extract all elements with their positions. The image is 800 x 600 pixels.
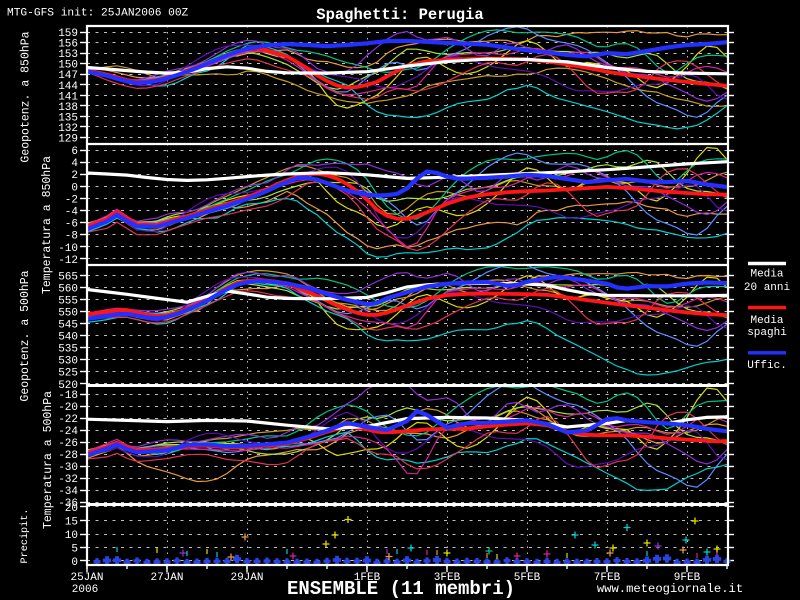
svg-text:4: 4 (71, 158, 78, 170)
svg-text:ENSEMBLE (11 membri): ENSEMBLE (11 membri) (287, 578, 515, 600)
svg-text:540: 540 (58, 332, 78, 344)
svg-text:27JAN: 27JAN (150, 572, 183, 584)
svg-text:-24: -24 (58, 426, 78, 438)
svg-text:-26: -26 (58, 438, 78, 450)
svg-text:0: 0 (71, 182, 78, 194)
svg-text:-8: -8 (65, 231, 78, 243)
svg-text:-36: -36 (58, 498, 78, 510)
svg-text:138: 138 (58, 102, 78, 114)
svg-text:156: 156 (58, 39, 78, 51)
svg-text:560: 560 (58, 283, 78, 295)
svg-text:Temperatura a 850hPa: Temperatura a 850hPa (41, 156, 54, 294)
svg-text:10: 10 (65, 530, 78, 542)
svg-text:2006: 2006 (72, 584, 98, 596)
svg-text:15: 15 (65, 517, 78, 529)
svg-text:2: 2 (71, 170, 78, 182)
svg-text:0: 0 (71, 557, 78, 569)
svg-text:www.meteogiornale.it: www.meteogiornale.it (597, 582, 743, 596)
svg-text:144: 144 (58, 81, 78, 93)
svg-text:Media: Media (750, 269, 783, 281)
svg-text:20: 20 (65, 503, 78, 515)
svg-text:150: 150 (58, 60, 78, 72)
svg-text:9FEB: 9FEB (674, 572, 701, 584)
svg-text:-18: -18 (58, 390, 78, 402)
svg-text:7FEB: 7FEB (594, 572, 621, 584)
svg-text:6: 6 (71, 146, 78, 158)
svg-text:Geopotenz. a 850hPa: Geopotenz. a 850hPa (20, 31, 33, 162)
svg-text:525: 525 (58, 368, 78, 380)
svg-text:565: 565 (58, 271, 78, 283)
svg-text:5FEB: 5FEB (514, 572, 541, 584)
svg-text:153: 153 (58, 49, 78, 61)
svg-text:-22: -22 (58, 414, 78, 426)
svg-text:-10: -10 (58, 243, 78, 255)
svg-text:29JAN: 29JAN (230, 572, 263, 584)
svg-text:-28: -28 (58, 450, 78, 462)
svg-text:555: 555 (58, 295, 78, 307)
svg-text:25JAN: 25JAN (70, 572, 103, 584)
svg-text:20 anni: 20 anni (744, 282, 791, 294)
svg-text:spaghi: spaghi (747, 327, 787, 339)
svg-text:545: 545 (58, 320, 78, 332)
svg-text:132: 132 (58, 123, 78, 135)
svg-text:535: 535 (58, 344, 78, 356)
svg-text:1FEB: 1FEB (354, 572, 381, 584)
svg-text:Precipit.: Precipit. (19, 508, 31, 563)
svg-text:Temperatura a 500hPa: Temperatura a 500hPa (42, 391, 55, 529)
svg-text:-6: -6 (65, 219, 78, 231)
svg-text:129: 129 (58, 134, 78, 146)
svg-text:550: 550 (58, 308, 78, 320)
svg-text:-12: -12 (58, 255, 78, 267)
svg-text:159: 159 (58, 28, 78, 40)
svg-text:-4: -4 (65, 207, 79, 219)
svg-text:-32: -32 (58, 474, 78, 486)
svg-text:Media: Media (750, 315, 783, 327)
svg-text:MTG-GFS init: 25JAN2006 00Z: MTG-GFS init: 25JAN2006 00Z (7, 8, 189, 20)
svg-text:-2: -2 (65, 194, 78, 206)
svg-text:3FEB: 3FEB (434, 572, 461, 584)
svg-text:135: 135 (58, 112, 78, 124)
svg-text:5: 5 (71, 544, 78, 556)
svg-text:Spaghetti: Perugia: Spaghetti: Perugia (316, 6, 483, 24)
svg-text:530: 530 (58, 356, 78, 368)
svg-text:147: 147 (58, 70, 78, 82)
svg-text:Geopotenz. a 500hPa: Geopotenz. a 500hPa (19, 270, 32, 401)
svg-text:520: 520 (58, 380, 78, 392)
svg-text:-34: -34 (58, 486, 78, 498)
svg-text:141: 141 (58, 91, 78, 103)
svg-text:-20: -20 (58, 402, 78, 414)
svg-text:-30: -30 (58, 462, 78, 474)
svg-text:Uffic.: Uffic. (747, 360, 787, 372)
